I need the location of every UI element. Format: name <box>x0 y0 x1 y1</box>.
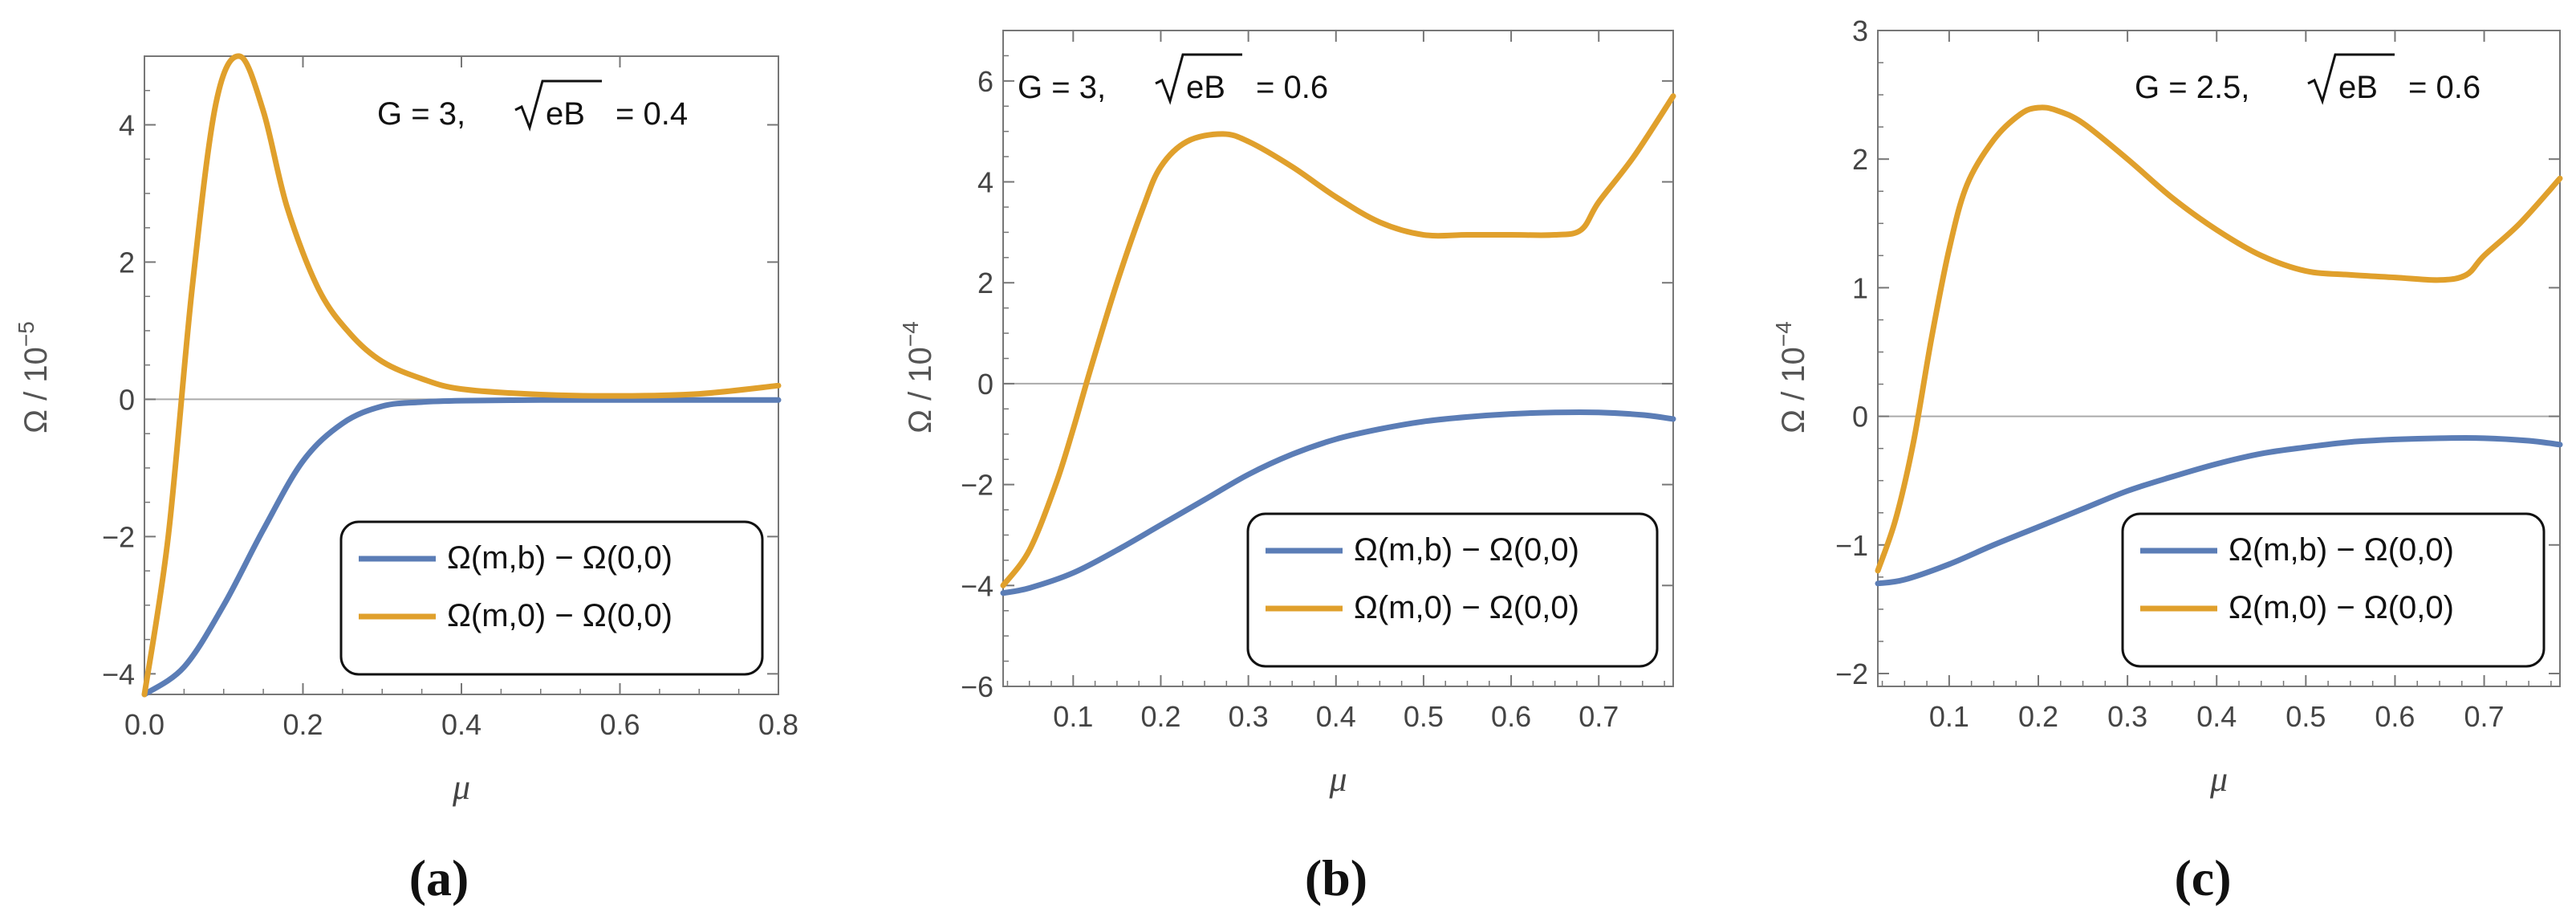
parameter-annotation: G = 3, eB = 0.6 <box>1018 53 1328 105</box>
y-tick-label: 3 <box>1852 14 1868 47</box>
chart-panel-b: 0.1 0.2 0.3 0.4 0.5 0.6 0.7 −6 −4 −2 0 2 4 6 G = 3, eB =… <box>898 30 1676 906</box>
x-tick-label: 0.6 <box>1491 700 1531 733</box>
annotation-eb-value: = 0.6 <box>2408 70 2481 105</box>
x-axis-label: μ <box>452 767 470 807</box>
y-tick-label: −2 <box>1835 657 1868 690</box>
x-tick-label: 0.6 <box>599 708 640 741</box>
y-tick-label: 0 <box>1852 401 1868 434</box>
x-axis-label: μ <box>2209 759 2228 799</box>
parameter-annotation: G = 3, eB = 0.4 <box>377 79 688 132</box>
series-line-mb <box>1000 409 1676 596</box>
panel-label: (b) <box>1305 849 1367 906</box>
annotation-eb: eB <box>546 96 585 132</box>
x-tick-label: 0.3 <box>1229 700 1269 733</box>
x-tick-label: 0.2 <box>2018 700 2058 733</box>
x-tick-label: 0.7 <box>2464 700 2505 733</box>
legend: Ω(m,b) − Ω(0,0) Ω(m,0) − Ω(0,0) <box>339 520 764 676</box>
y-axis-label-exponent: −4 <box>1771 321 1796 347</box>
x-tick-label: 0.4 <box>441 708 481 741</box>
y-tick-label: −2 <box>961 469 993 502</box>
y-axis-label-exponent: −4 <box>898 321 923 347</box>
y-tick-label: −4 <box>961 569 993 602</box>
y-axis-label-base: Ω / 10 <box>903 347 938 434</box>
y-tick-label: 2 <box>119 246 135 279</box>
annotation-g: G = 2.5, <box>2135 70 2249 105</box>
x-axis-label: μ <box>1328 759 1347 799</box>
x-tick-label: 0.0 <box>124 708 165 741</box>
x-tick-label: 0.8 <box>758 708 798 741</box>
legend-label: Ω(m,b) − Ω(0,0) <box>447 540 672 576</box>
series-line-mb <box>141 397 782 698</box>
series-line-m0 <box>1000 93 1676 588</box>
legend-label: Ω(m,b) − Ω(0,0) <box>2229 532 2454 568</box>
legend-label: Ω(m,0) − Ω(0,0) <box>1354 590 1579 625</box>
x-tick-label: 0.6 <box>2375 700 2415 733</box>
panel-label: (c) <box>2174 849 2231 906</box>
panel-label: (a) <box>409 849 469 906</box>
series-line-mb <box>1875 435 2563 587</box>
series-line-m0 <box>1875 104 2563 574</box>
y-tick-label: −2 <box>102 520 135 553</box>
y-axis-label: Ω / 10−4 <box>1771 321 1811 434</box>
x-tick-label: 0.3 <box>2107 700 2147 733</box>
annotation-eb-value: = 0.6 <box>1256 70 1328 105</box>
y-tick-label: 4 <box>977 166 993 199</box>
y-tick-label: 0 <box>119 383 135 416</box>
x-tick-label: 0.1 <box>1929 700 1969 733</box>
x-tick-label: 0.1 <box>1053 700 1093 733</box>
sqrt-radical-icon <box>2307 53 2395 105</box>
annotation-eb: eB <box>1186 70 1225 105</box>
y-tick-label: −1 <box>1835 529 1868 562</box>
x-tick-label: 0.5 <box>2285 700 2326 733</box>
plot-frame <box>1877 30 2561 687</box>
y-tick-label: 0 <box>977 368 993 401</box>
y-tick-label: 2 <box>1852 143 1868 176</box>
y-axis-label-exponent: −5 <box>14 321 39 347</box>
y-tick-label: 6 <box>977 65 993 98</box>
chart-panel-a: 0.0 0.2 0.4 0.6 0.8 −4 −2 0 2 4 G = 3, eB = 0.4 Ω(m,b… <box>14 53 798 906</box>
y-tick-label: 4 <box>119 108 135 141</box>
series-line-m0 <box>141 53 782 698</box>
y-tick-label: −6 <box>961 670 993 703</box>
legend: Ω(m,b) − Ω(0,0) Ω(m,0) − Ω(0,0) <box>1246 512 1659 668</box>
legend-box <box>1246 512 1659 668</box>
legend-label: Ω(m,0) − Ω(0,0) <box>2229 590 2454 625</box>
legend-label: Ω(m,0) − Ω(0,0) <box>447 598 672 633</box>
chart-panel-c: 0.1 0.2 0.3 0.4 0.5 0.6 0.7 −2 −1 0 1 2 3 G = 2.5, eB =… <box>1771 14 2563 906</box>
legend-box <box>2121 512 2546 668</box>
annotation-eb-value: = 0.4 <box>616 96 688 132</box>
y-tick-label: −4 <box>102 657 135 690</box>
y-tick-label: 2 <box>977 267 993 299</box>
legend-box <box>339 520 764 676</box>
y-axis-label: Ω / 10−5 <box>14 321 54 434</box>
parameter-annotation: G = 2.5, eB = 0.6 <box>2135 53 2481 105</box>
x-tick-label: 0.2 <box>282 708 323 741</box>
x-tick-label: 0.5 <box>1404 700 1444 733</box>
sqrt-radical-icon <box>514 79 602 132</box>
annotation-g: G = 3, <box>377 96 465 132</box>
y-axis-label-base: Ω / 10 <box>18 347 54 434</box>
y-tick-label: 1 <box>1852 271 1868 304</box>
legend-label: Ω(m,b) − Ω(0,0) <box>1354 532 1579 568</box>
x-tick-label: 0.4 <box>2196 700 2237 733</box>
x-tick-label: 0.4 <box>1316 700 1356 733</box>
x-tick-label: 0.7 <box>1579 700 1619 733</box>
annotation-eb: eB <box>2338 70 2378 105</box>
y-axis-label-base: Ω / 10 <box>1776 347 1811 434</box>
legend: Ω(m,b) − Ω(0,0) Ω(m,0) − Ω(0,0) <box>2121 512 2546 668</box>
sqrt-radical-icon <box>1155 53 1242 105</box>
annotation-g: G = 3, <box>1018 70 1106 105</box>
y-axis-label: Ω / 10−4 <box>898 321 938 434</box>
x-tick-label: 0.2 <box>1140 700 1180 733</box>
